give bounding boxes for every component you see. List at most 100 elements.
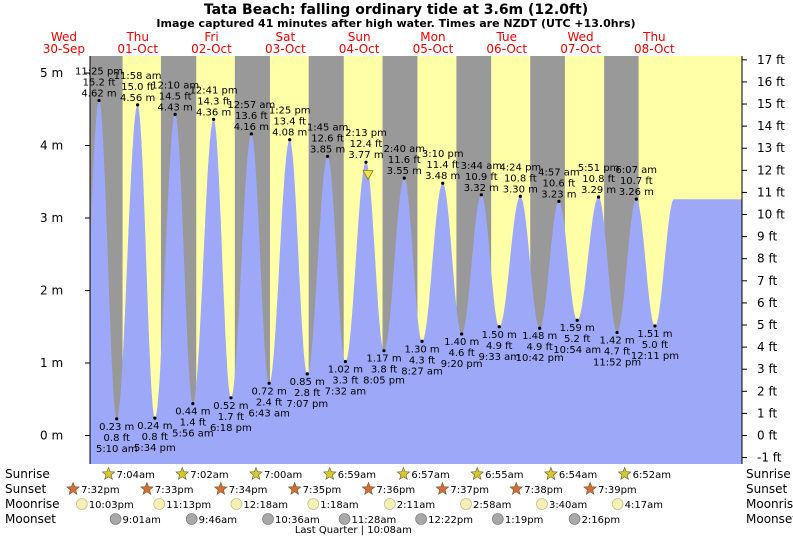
tide-time: 12:10 am <box>151 80 199 91</box>
tide-point <box>136 103 140 107</box>
moonrise-icon <box>536 498 548 510</box>
y-tick-label-right: 2 ft <box>757 384 777 398</box>
y-tick-label-right: 6 ft <box>757 296 777 310</box>
tide-point <box>115 417 119 421</box>
tide-point <box>596 195 601 199</box>
tide-metres: 1.51 m <box>637 329 672 340</box>
moonrise-time: 1:18am <box>320 500 358 511</box>
tide-curve <box>90 100 742 464</box>
tide-feet: 13.4 ft <box>273 117 306 128</box>
tide-time: 4:24 pm <box>499 162 541 173</box>
low-tide-label: 1.40 m4.6 ft9:20 pm <box>441 337 483 370</box>
moonset-icon <box>185 513 198 525</box>
moonrise-icon <box>460 498 472 510</box>
y-tick-label-right: 5 ft <box>757 318 777 332</box>
y-tick-label-left: 3 m <box>40 211 63 225</box>
tide-point <box>249 132 253 136</box>
sunset-icon <box>509 481 524 495</box>
tide-feet: 4.9 ft <box>486 341 512 352</box>
tide-metres: 1.40 m <box>444 337 479 348</box>
y-tick-label-right: 0 ft <box>757 429 777 443</box>
sunrise-icon <box>470 466 485 480</box>
y-tick-label-left: 1 m <box>40 356 63 370</box>
tide-metres: 4.43 m <box>158 102 193 113</box>
sunrise-time: 6:52am <box>633 470 671 481</box>
y-tick-label-right: 14 ft <box>757 119 785 133</box>
tide-feet: 10.6 ft <box>543 178 576 189</box>
day-date: 07-Oct <box>560 42 601 56</box>
sunrise-icon <box>617 466 632 480</box>
tide-metres: 4.56 m <box>120 93 155 104</box>
moonrise-time: 3:40am <box>549 500 587 511</box>
tide-feet: 4.9 ft <box>527 342 553 353</box>
moonset-icon <box>109 513 122 525</box>
tide-time: 10:42 pm <box>516 353 564 364</box>
tide-feet: 1.4 ft <box>180 418 206 429</box>
day-name: Sat <box>275 30 295 44</box>
low-tide-label: 1.02 m3.3 ft7:32 am <box>325 365 367 398</box>
sunset-time: 7:39pm <box>598 485 637 496</box>
tide-metres: 1.48 m <box>522 331 557 342</box>
tide-point <box>305 372 309 376</box>
sunset-time: 7:37pm <box>450 485 489 496</box>
low-tide-label: 0.52 m1.7 ft6:18 pm <box>210 401 252 434</box>
tide-point <box>97 98 101 103</box>
sunrise-time: 6:55am <box>485 470 523 481</box>
sunrise-time: 7:04am <box>117 470 155 481</box>
day-name: Wed <box>567 30 593 44</box>
tide-feet: 3.3 ft <box>332 376 358 387</box>
moonrise-icon <box>76 498 88 510</box>
tide-metres: 4.62 m <box>81 89 116 100</box>
y-tick-label-right: 11 ft <box>757 185 785 199</box>
moonset-icon <box>338 513 351 525</box>
day-name: Thu <box>125 30 149 44</box>
tide-point <box>557 199 561 203</box>
sunrise-row-label-left: Sunrise <box>5 467 50 481</box>
sunset-icon <box>140 481 154 495</box>
tide-point <box>173 112 177 116</box>
tide-metres: 1.30 m <box>404 344 439 355</box>
moonset-icon <box>492 513 504 525</box>
sunset-time: 7:33pm <box>155 485 194 496</box>
day-date: 03-Oct <box>265 42 306 56</box>
sunset-time: 7:34pm <box>229 485 268 496</box>
tide-feet: 15.2 ft <box>83 78 116 89</box>
tide-metres: 0.23 m <box>99 422 134 433</box>
tide-point <box>518 194 522 198</box>
y-tick-label-left: 2 m <box>40 284 63 298</box>
day-date: 05-Oct <box>413 42 454 56</box>
tide-feet: 11.6 ft <box>388 155 421 166</box>
day-date: 06-Oct <box>486 42 527 56</box>
tide-point <box>575 318 579 322</box>
tide-time: 4:57 am <box>538 167 580 178</box>
y-tick-label-right: 10 ft <box>757 208 785 222</box>
sunrise-icon <box>175 466 190 480</box>
day-name: Sun <box>348 30 371 44</box>
tide-metres: 1.42 m <box>599 336 634 347</box>
tide-metres: 0.24 m <box>137 421 172 432</box>
tide-time: 8:27 am <box>401 366 443 377</box>
tide-time: 1:25 pm <box>269 106 311 117</box>
moonrise-time: 10:03pm <box>89 500 134 511</box>
y-tick-label-right: 9 ft <box>757 230 777 244</box>
tide-feet: 1.7 ft <box>218 412 244 423</box>
day-name: Mon <box>420 30 445 44</box>
tide-time: 2:40 am <box>384 144 426 155</box>
moonset-time: 9:01am <box>123 515 161 526</box>
tide-point <box>382 349 386 353</box>
tide-feet: 10.7 ft <box>620 176 653 187</box>
y-tick-label-right: 7 ft <box>757 274 777 288</box>
low-tide-label: 1.17 m3.8 ft8:05 pm <box>363 354 405 387</box>
tide-point <box>229 396 233 400</box>
sunset-time: 7:38pm <box>524 485 563 496</box>
day-name: Wed <box>51 30 77 44</box>
tide-feet: 4.6 ft <box>448 348 474 359</box>
moonset-time: 10:36am <box>275 515 320 526</box>
tide-feet: 10.8 ft <box>504 173 537 184</box>
